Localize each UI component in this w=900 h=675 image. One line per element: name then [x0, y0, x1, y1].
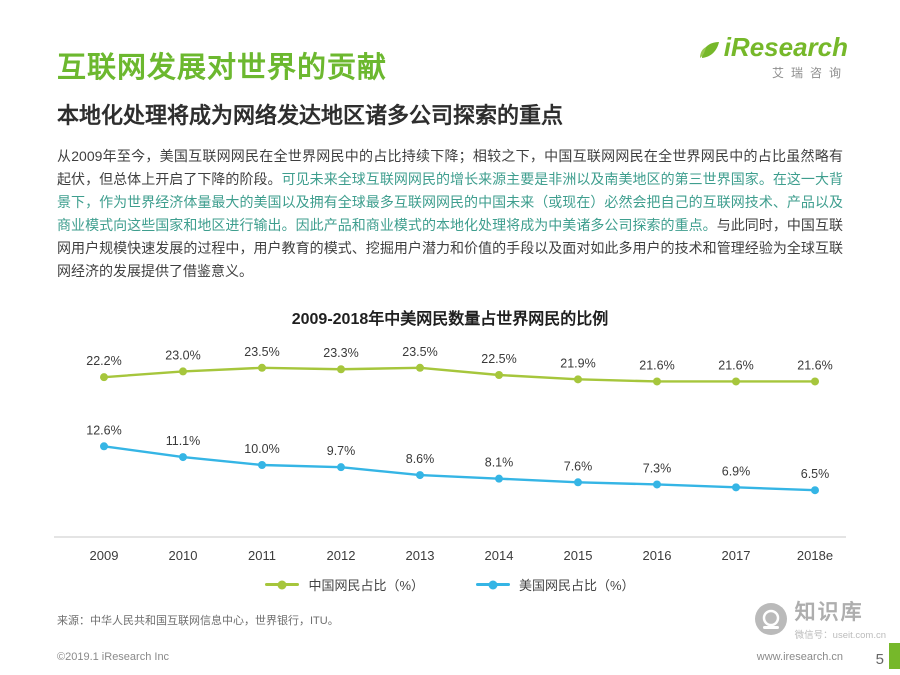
watermark-icon [754, 602, 787, 635]
data-label: 21.6% [797, 358, 832, 372]
data-point [179, 453, 187, 462]
page-header: 互联网发展对世界的贡献 iResearch 艾瑞咨询 [0, 0, 900, 86]
legend-item: 中国网民占比（%） [265, 575, 424, 594]
paragraph-highlight: 可见未来全球互联网网民的增长来源主要是非洲以及南美地区的第三世界国家。在这一大背… [57, 171, 844, 233]
data-label: 12.6% [86, 423, 121, 437]
iresearch-logo: iResearch 艾瑞咨询 [699, 34, 848, 81]
x-tick-label: 2012 [327, 548, 356, 563]
logo-row: iResearch [699, 34, 848, 60]
data-point [337, 463, 345, 472]
data-label: 6.9% [722, 464, 751, 478]
section-subtitle: 本地化处理将成为网络发达地区诸多公司探索的重点 [57, 103, 564, 128]
data-label: 23.5% [402, 345, 437, 359]
data-label: 9.7% [327, 444, 356, 458]
x-tick-label: 2017 [722, 548, 751, 563]
logo-text: iResearch [723, 32, 848, 62]
x-tick-label: 2013 [406, 548, 435, 563]
logo-subtext: 艾瑞咨询 [771, 66, 848, 80]
data-label: 8.1% [485, 456, 514, 470]
page-title: 互联网发展对世界的贡献 [57, 52, 388, 84]
x-tick-label: 2010 [169, 548, 198, 563]
x-tick-label: 2015 [564, 548, 593, 563]
data-point [258, 363, 266, 372]
data-label: 7.3% [643, 461, 672, 475]
legend-label: 美国网民占比（%） [519, 578, 635, 593]
series-line [103, 366, 815, 383]
data-label: 8.6% [406, 452, 435, 466]
data-point [495, 474, 503, 483]
x-tick-label: 2011 [248, 548, 276, 563]
data-label: 21.6% [718, 358, 753, 372]
data-point [416, 363, 424, 372]
data-label: 23.5% [244, 345, 279, 359]
page-number: 5 [875, 651, 884, 668]
data-point [811, 486, 819, 495]
data-label: 22.5% [481, 352, 516, 366]
data-point [732, 377, 740, 386]
watermark: 知识库 微信号：useit.com.cn [753, 596, 886, 641]
x-tick-label: 2014 [485, 548, 514, 563]
data-point [179, 367, 187, 376]
x-tick-label: 2016 [643, 548, 672, 563]
data-label: 11.1% [166, 434, 201, 448]
data-point [653, 480, 661, 489]
data-point [495, 371, 503, 379]
legend-item: 美国网民占比（%） [476, 575, 635, 594]
legend-label: 中国网民占比（%） [308, 578, 424, 593]
data-label: 7.6% [564, 459, 593, 473]
data-point [811, 377, 819, 386]
data-label: 10.0% [244, 442, 279, 456]
line-chart: 2009 2010 2011 2012 2013 2014 2015 2016 2017 2018… [54, 345, 846, 563]
footer-copyright: ©2019.1 iResearch Inc [57, 651, 170, 663]
data-point [100, 442, 108, 451]
watermark-text: 知识库 微信号：useit.com.cn [795, 596, 886, 641]
data-point [732, 483, 740, 492]
data-label: 23.0% [165, 348, 200, 362]
data-point [574, 478, 582, 487]
chart-legend: 中国网民占比（%） 美国网民占比（%） [0, 575, 900, 594]
data-point [416, 471, 424, 480]
source-note: 来源：中华人民共和国互联网信息中心，世界银行，ITU。 [57, 615, 339, 627]
data-point [574, 375, 582, 384]
footer-website: www.iresearch.cn [756, 651, 843, 663]
legend-marker [476, 580, 510, 589]
body-paragraph: 从2009年至今，美国互联网网民在全世界网民中的占比持续下降；相较之下，中国互联… [57, 145, 843, 283]
data-label: 21.9% [560, 356, 595, 370]
series-line [103, 445, 816, 492]
chart-title: 2009-2018年中美网民数量占世界网民的比例 [291, 311, 609, 328]
data-label: 6.5% [801, 467, 830, 481]
leaf-icon [699, 42, 719, 58]
x-tick-label: 2009 [90, 548, 119, 563]
data-point [337, 365, 345, 374]
x-tick-label: 2018e [797, 548, 833, 563]
paragraph-segment: 从2009年至今，美国互联网网民在全世界网民中的占比持续下降；相较之下，中国互联… [57, 148, 843, 187]
data-point [100, 373, 108, 382]
legend-marker [265, 580, 300, 589]
watermark-name: 知识库 [794, 601, 864, 624]
corner-accent [889, 643, 900, 669]
data-label: 22.2% [86, 354, 121, 368]
data-label: 23.3% [323, 346, 358, 360]
data-label: 21.6% [639, 358, 674, 372]
data-point [653, 377, 661, 386]
watermark-wechat: 微信号：useit.com.cn [794, 630, 886, 641]
paragraph-segment: 与此同时，中国互联网用户规模快速发展的过程中，用户教育的模式、挖掘用户潜力和价值… [57, 217, 844, 279]
data-point [258, 461, 266, 469]
